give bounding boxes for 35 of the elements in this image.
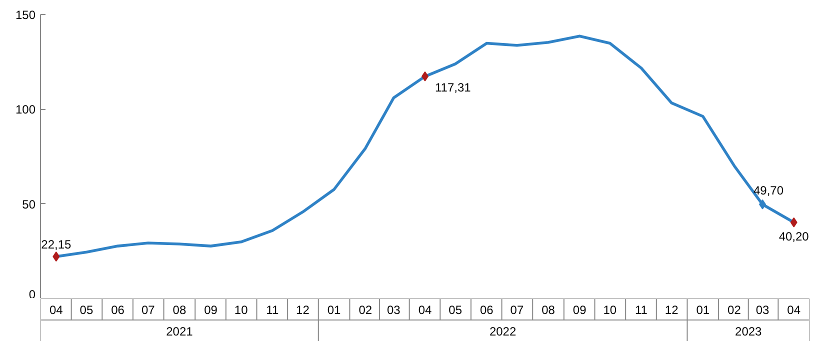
- x-tick-label: 03: [387, 302, 401, 317]
- x-tick-label: 01: [696, 302, 710, 317]
- y-tick-label: 150: [15, 8, 36, 22]
- x-tick-label: 02: [728, 302, 742, 317]
- x-tick-label: 09: [572, 302, 587, 317]
- text: 2023: [735, 324, 762, 338]
- text: 2022: [489, 324, 516, 338]
- x-tick-label: 06: [480, 302, 494, 317]
- x-tick-label: 12: [296, 302, 310, 317]
- text: 2021: [166, 324, 194, 338]
- x-tick-label: 02: [358, 302, 372, 317]
- x-tick-label: 07: [510, 302, 524, 317]
- data-label: 22,15: [41, 238, 72, 252]
- x-tick-label: 07: [141, 302, 156, 317]
- data-label: 40,20: [778, 229, 810, 244]
- x-tick-label: 05: [448, 302, 462, 317]
- x-tick-label: 08: [542, 302, 556, 317]
- data-label: 117,31: [435, 80, 472, 94]
- x-tick-label: 01: [327, 302, 342, 317]
- x-tick-label: 09: [204, 302, 218, 317]
- x-tick-label: 08: [172, 302, 186, 317]
- x-tick-label: 11: [266, 302, 279, 317]
- x-tick-label: 04: [49, 302, 64, 317]
- x-tick-label: 12: [664, 302, 679, 317]
- y-tick-label: 50: [22, 197, 36, 212]
- x-tick-label: 06: [111, 302, 125, 317]
- x-tick-label: 04: [787, 302, 801, 317]
- y-tick-label: 100: [15, 102, 36, 117]
- x-tick-label: 03: [756, 302, 770, 317]
- x-tick-label: 10: [234, 302, 248, 317]
- x-tick-label: 10: [603, 302, 617, 317]
- x-tick-label: 04: [418, 302, 432, 317]
- x-tick-label: 05: [80, 302, 94, 317]
- x-tick-label: 11: [635, 302, 648, 317]
- data-label: 49,70: [753, 183, 784, 198]
